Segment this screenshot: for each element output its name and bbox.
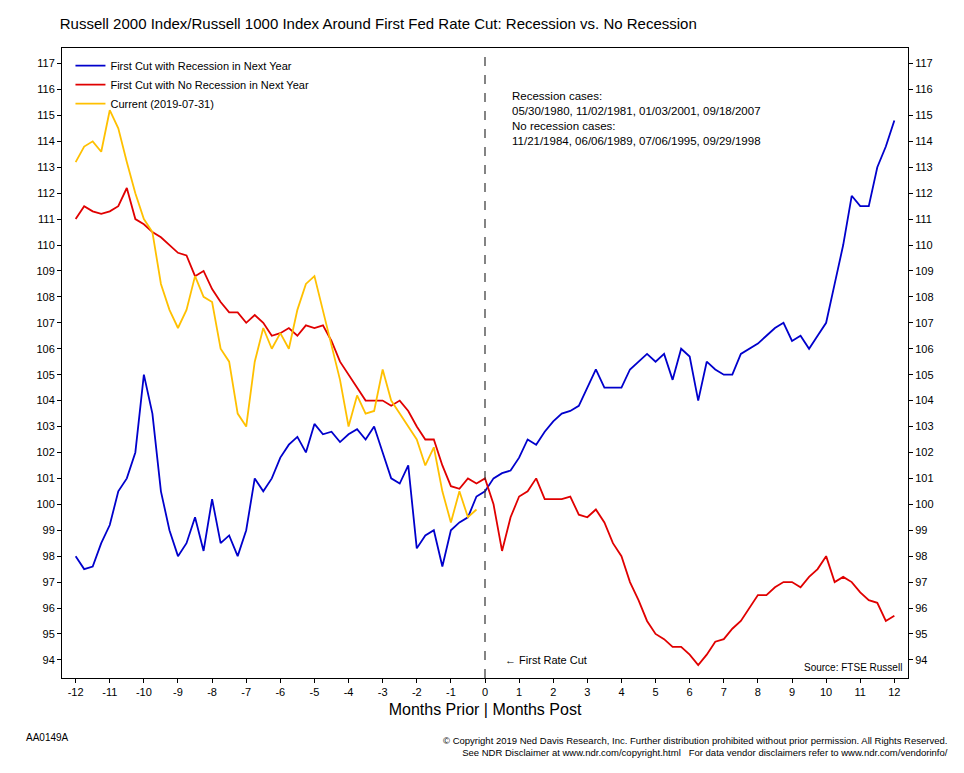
svg-text:-9: -9 [173, 686, 183, 698]
svg-text:9: 9 [789, 686, 795, 698]
svg-text:6: 6 [687, 686, 693, 698]
svg-text:102: 102 [36, 446, 54, 458]
svg-text:96: 96 [915, 602, 927, 614]
svg-text:104: 104 [36, 394, 54, 406]
svg-text:101: 101 [36, 472, 54, 484]
svg-text:112: 112 [37, 187, 55, 199]
svg-text:AA0149A: AA0149A [26, 732, 69, 743]
svg-text:1: 1 [516, 686, 522, 698]
svg-text:2: 2 [550, 686, 556, 698]
svg-text:117: 117 [37, 57, 55, 69]
svg-text:105: 105 [915, 369, 933, 381]
svg-text:First Cut with Recession in Ne: First Cut with Recession in Next Year [110, 60, 291, 72]
svg-text:-3: -3 [378, 686, 388, 698]
svg-text:99: 99 [43, 524, 55, 536]
svg-text:7: 7 [721, 686, 727, 698]
svg-text:94: 94 [915, 654, 927, 666]
svg-text:8: 8 [755, 686, 761, 698]
svg-text:-7: -7 [241, 686, 251, 698]
svg-text:103: 103 [36, 420, 54, 432]
svg-text:Months Prior | Months Post: Months Prior | Months Post [389, 701, 582, 718]
svg-text:-11: -11 [102, 686, 117, 698]
svg-text:-6: -6 [275, 686, 285, 698]
svg-text:Russell 2000 Index/Russell 100: Russell 2000 Index/Russell 1000 Index Ar… [60, 15, 697, 32]
svg-text:12: 12 [888, 686, 900, 698]
svg-text:105: 105 [36, 369, 54, 381]
svg-text:← First Rate Cut: ← First Rate Cut [505, 654, 587, 666]
svg-text:97: 97 [43, 576, 55, 588]
svg-text:114: 114 [37, 135, 55, 147]
svg-text:4: 4 [618, 686, 624, 698]
svg-text:-10: -10 [136, 686, 152, 698]
svg-text:112: 112 [915, 187, 933, 199]
svg-text:117: 117 [915, 57, 933, 69]
svg-text:107: 107 [36, 317, 54, 329]
svg-text:111: 111 [915, 213, 932, 225]
svg-text:110: 110 [915, 239, 933, 251]
svg-text:106: 106 [915, 343, 933, 355]
svg-text:First Cut with No Recession in: First Cut with No Recession in Next Year [110, 79, 308, 91]
svg-text:102: 102 [915, 446, 933, 458]
svg-text:-8: -8 [207, 686, 217, 698]
svg-text:95: 95 [915, 628, 927, 640]
svg-text:106: 106 [36, 343, 54, 355]
svg-text:99: 99 [915, 524, 927, 536]
svg-text:108: 108 [36, 291, 54, 303]
svg-text:Source: FTSE Russell: Source: FTSE Russell [804, 662, 902, 673]
svg-text:© Copyright 2019 Ned Davis Res: © Copyright 2019 Ned Davis Research, Inc… [443, 735, 948, 758]
svg-text:97: 97 [915, 576, 927, 588]
svg-text:100: 100 [915, 498, 933, 510]
svg-text:116: 116 [915, 83, 933, 95]
svg-text:100: 100 [36, 498, 54, 510]
svg-text:113: 113 [915, 161, 933, 173]
svg-text:3: 3 [584, 686, 590, 698]
svg-text:95: 95 [43, 628, 55, 640]
svg-text:115: 115 [915, 109, 933, 121]
svg-text:-5: -5 [310, 686, 320, 698]
svg-text:10: 10 [820, 686, 832, 698]
svg-text:-4: -4 [344, 686, 354, 698]
svg-text:5: 5 [652, 686, 658, 698]
svg-text:-2: -2 [412, 686, 422, 698]
svg-text:113: 113 [37, 161, 55, 173]
svg-text:108: 108 [915, 291, 933, 303]
svg-text:104: 104 [915, 394, 933, 406]
svg-text:103: 103 [915, 420, 933, 432]
svg-text:94: 94 [43, 654, 55, 666]
svg-text:Recession cases:05/30/1980, 11: Recession cases:05/30/1980, 11/02/1981, … [512, 90, 761, 147]
svg-text:116: 116 [37, 83, 55, 95]
svg-text:109: 109 [36, 265, 54, 277]
svg-text:11: 11 [855, 686, 866, 698]
svg-text:109: 109 [915, 265, 933, 277]
svg-text:-1: -1 [446, 686, 456, 698]
svg-text:107: 107 [915, 317, 933, 329]
svg-text:-12: -12 [68, 686, 84, 698]
svg-text:Current (2019-07-31): Current (2019-07-31) [110, 98, 213, 110]
svg-text:110: 110 [37, 239, 55, 251]
svg-text:98: 98 [915, 550, 927, 562]
svg-text:98: 98 [43, 550, 55, 562]
svg-text:115: 115 [37, 109, 55, 121]
svg-text:101: 101 [915, 472, 933, 484]
svg-text:114: 114 [915, 135, 933, 147]
svg-text:111: 111 [38, 213, 55, 225]
svg-text:96: 96 [43, 602, 55, 614]
svg-text:0: 0 [482, 686, 488, 698]
